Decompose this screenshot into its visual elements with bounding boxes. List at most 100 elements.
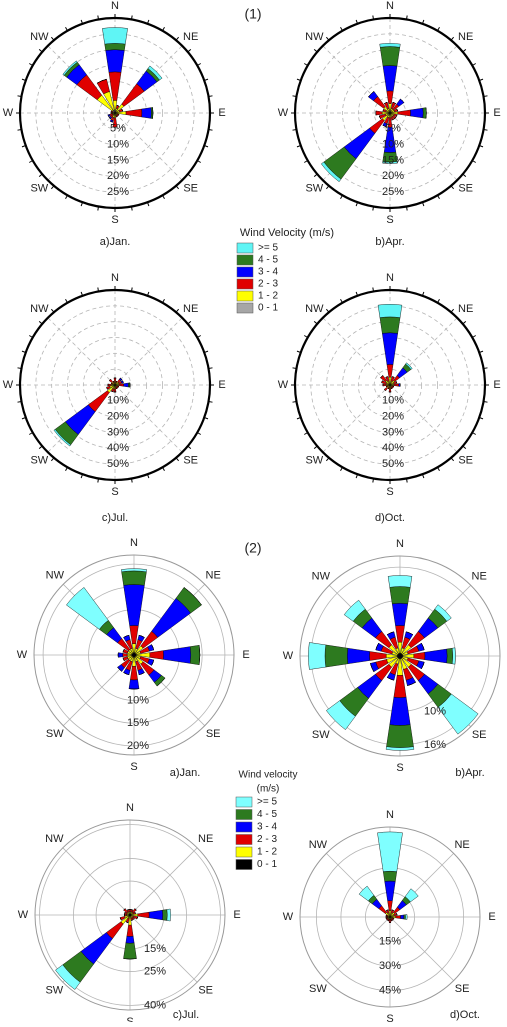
direction-label: E [493, 379, 500, 391]
group-label: (1) [244, 6, 261, 22]
ring-tick [176, 37, 179, 40]
r-tick-label: 30% [379, 960, 401, 972]
direction-label: W [283, 911, 294, 923]
direction-label: W [3, 379, 14, 391]
r-tick-label: 10% [424, 705, 446, 717]
legend-title: Wind velocity [239, 770, 298, 781]
legend-swatch [236, 822, 252, 832]
chart-title: d)Oct. [450, 1009, 480, 1021]
ring-tick [18, 96, 22, 97]
ring-tick [131, 207, 132, 211]
direction-label: NE [458, 303, 473, 315]
rose-segment [392, 603, 408, 626]
ring-tick [373, 207, 374, 211]
ring-tick [188, 174, 191, 177]
direction-label: NE [472, 571, 487, 583]
ring-tick [39, 321, 42, 324]
legend-swatch [237, 243, 253, 253]
rose-segment [126, 936, 134, 943]
r-tick-label: 40% [107, 442, 129, 454]
ring-tick [314, 321, 317, 324]
r-tick-label: 15% [107, 154, 129, 166]
rose-segment [398, 110, 411, 116]
ring-tick [373, 479, 374, 483]
radial-line [130, 848, 197, 915]
rose-segment [390, 587, 411, 604]
rose-segment [410, 108, 423, 118]
direction-label: NE [183, 303, 198, 315]
rose-segment [129, 909, 131, 911]
ring-tick [326, 458, 329, 461]
ring-tick [314, 446, 317, 449]
direction-label: NE [458, 31, 473, 43]
direction-label: N [386, 272, 394, 284]
direction-label: N [386, 0, 394, 12]
direction-label: W [17, 649, 28, 661]
legend-label: 2 - 3 [258, 279, 278, 290]
direction-label: SE [183, 183, 198, 195]
rose-segment [380, 317, 400, 333]
ring-tick [314, 174, 317, 177]
r-tick-label: 10% [107, 139, 129, 151]
r-tick-label: 20% [127, 740, 149, 752]
rose-segment [138, 912, 149, 918]
rose-segment [425, 649, 447, 663]
ring-tick [293, 96, 297, 97]
ring-tick [176, 458, 179, 461]
r-tick-label: 40% [144, 999, 166, 1011]
legend-swatch [236, 835, 252, 845]
ring-tick [176, 186, 179, 189]
rose-segment [387, 91, 394, 104]
legend-swatch [237, 291, 253, 301]
direction-label: E [242, 649, 249, 661]
r-tick-label: 30% [382, 426, 404, 438]
direction-label: S [130, 761, 137, 773]
direction-label: N [111, 272, 119, 284]
direction-label: NE [454, 839, 469, 851]
rose-segment [390, 697, 411, 725]
rose-segment [127, 925, 133, 936]
legend-label: 2 - 3 [257, 834, 277, 845]
rose-segment [149, 910, 163, 920]
radial-line [323, 385, 390, 452]
chart-title: c)Jul. [102, 512, 128, 524]
r-tick-label: 40% [382, 442, 404, 454]
rose-segment [376, 111, 382, 115]
r-tick-label: 10% [107, 395, 129, 407]
direction-label: SW [305, 183, 323, 195]
ring-tick [98, 207, 99, 211]
ring-tick [373, 288, 374, 292]
ring-tick [326, 37, 329, 40]
ring-tick [188, 446, 191, 449]
ring-tick [51, 458, 54, 461]
rose-segment [383, 384, 386, 386]
direction-label: NW [45, 833, 64, 845]
r-tick-label: 5% [385, 123, 401, 135]
rose-segment [162, 909, 167, 920]
rose-segment [123, 653, 128, 656]
legend-swatch [236, 810, 252, 820]
r-tick-label: 50% [107, 458, 129, 470]
legend-label: 4 - 5 [257, 809, 277, 820]
legend-swatch [237, 267, 253, 277]
direction-label: NE [206, 570, 221, 582]
direction-label: S [386, 214, 393, 226]
ring-tick [406, 207, 407, 211]
direction-label: SW [45, 985, 63, 997]
direction-label: SE [458, 455, 473, 467]
direction-label: E [233, 909, 240, 921]
direction-label: E [493, 107, 500, 119]
ring-tick [209, 401, 213, 402]
rose-segment [114, 389, 116, 392]
rose-segment [396, 915, 401, 918]
r-tick-label: 30% [107, 426, 129, 438]
ring-tick [39, 174, 42, 177]
ring-tick [98, 479, 99, 483]
ring-tick [51, 309, 54, 312]
rose-segment [380, 375, 386, 381]
legend-swatch [237, 303, 253, 313]
rose-segment [369, 651, 386, 660]
rose-segment [167, 909, 171, 921]
direction-label: E [218, 107, 225, 119]
ring-tick [18, 401, 22, 402]
